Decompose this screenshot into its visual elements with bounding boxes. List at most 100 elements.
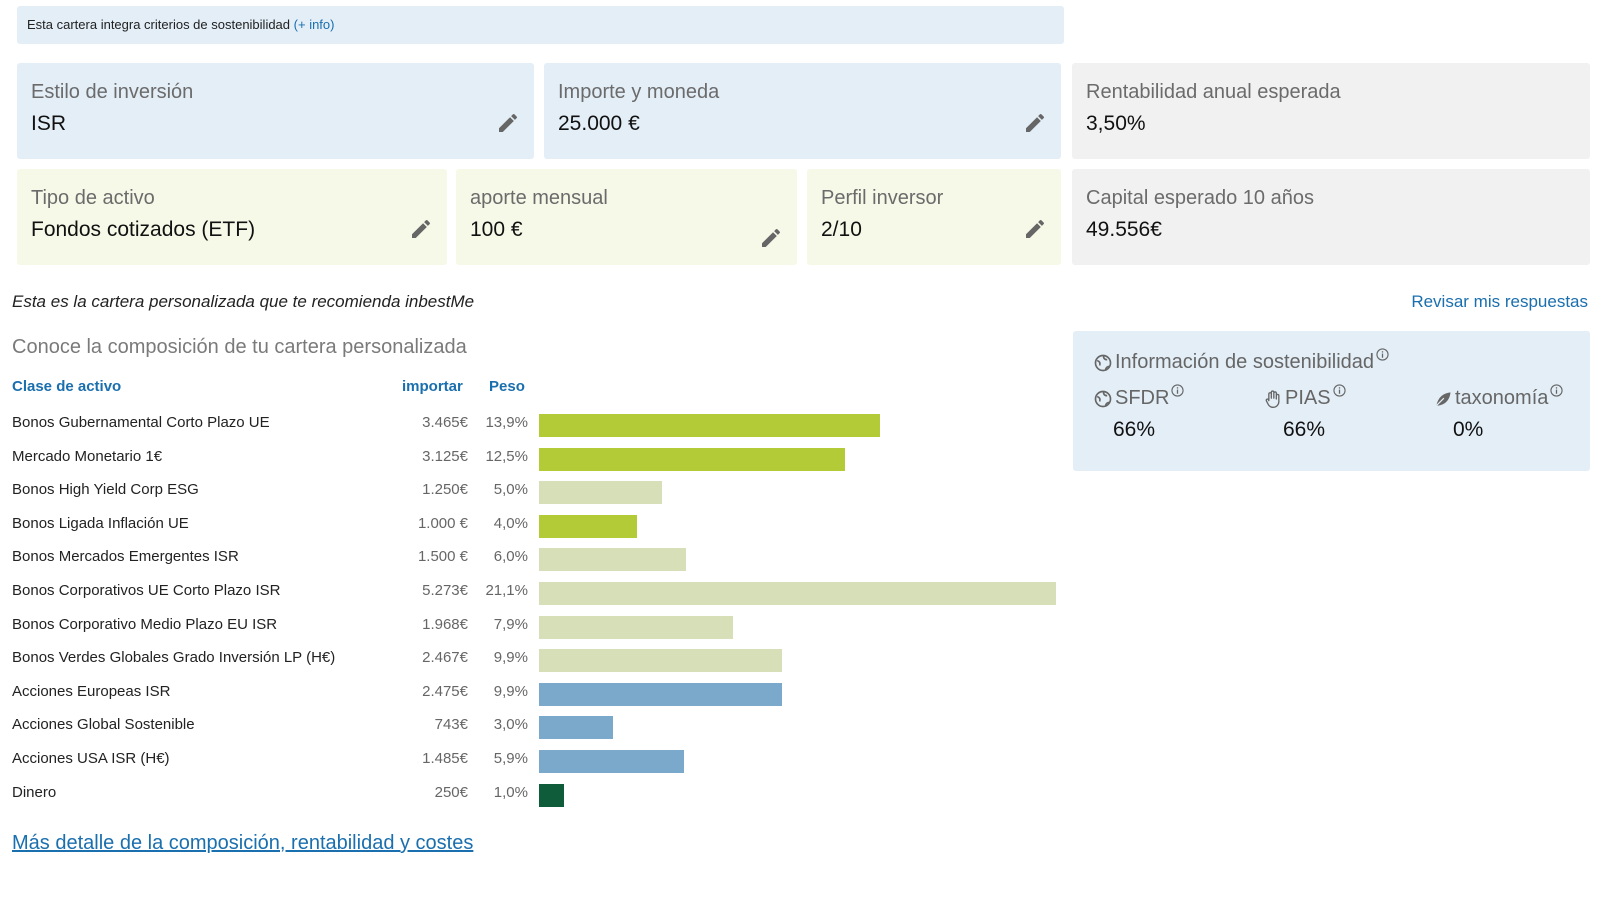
monthly-contribution-value: 100 € [470, 218, 523, 241]
asset-class-name: Bonos Mercados Emergentes ISR [12, 548, 239, 566]
table-row: Bonos Gubernamental Corto Plazo UE 3.465€… [0, 408, 1060, 441]
table-row: Dinero 250€ 1,0% [0, 778, 1060, 811]
edit-pencil-icon[interactable] [496, 111, 520, 135]
weight-bar [539, 750, 684, 773]
asset-weight: 9,9% [493, 649, 528, 667]
review-answers-link[interactable]: Revisar mis respuestas [1411, 292, 1588, 311]
expected-capital-value: 49.556€ [1086, 218, 1162, 241]
investor-profile-value: 2/10 [821, 218, 862, 241]
asset-weight: 12,5% [485, 447, 528, 465]
asset-amount: 1.968€ [422, 615, 468, 633]
asset-class-name: Acciones Europeas ISR [12, 682, 171, 700]
investor-profile-label: Perfil inversor [821, 187, 944, 209]
asset-amount: 2.475€ [422, 682, 468, 700]
info-icon[interactable] [1550, 384, 1564, 397]
sfdr-value: 66% [1113, 418, 1156, 441]
header-asset-class: Clase de activo [12, 378, 122, 395]
asset-class-name: Dinero [12, 783, 57, 801]
sfdr-label: SFDR [1115, 387, 1170, 409]
asset-class-name: Acciones Global Sostenible [12, 716, 195, 734]
weight-bar [539, 414, 880, 437]
monthly-contribution-label: aporte mensual [470, 187, 608, 209]
asset-type-label: Tipo de activo [31, 187, 155, 209]
amount-currency-value: 25.000 € [558, 112, 640, 135]
edit-pencil-icon[interactable] [759, 226, 783, 250]
asset-amount: 1.485€ [422, 750, 468, 767]
banner-text: Esta cartera integra criterios de sosten… [27, 17, 291, 32]
expected-return-label: Rentabilidad anual esperada [1086, 81, 1341, 103]
asset-amount: 3.465€ [422, 414, 468, 431]
investment-style-value: ISR [31, 112, 67, 135]
globe-icon [1093, 389, 1113, 409]
asset-amount: 1.000 € [417, 514, 468, 532]
asset-weight: 3,0% [493, 716, 528, 734]
portfolio-intro: Esta es la cartera personalizada que te … [12, 292, 475, 311]
weight-bar [539, 716, 613, 740]
table-row: Bonos Corporativo Medio Plazo EU ISR 1.96… [0, 610, 1060, 643]
asset-amount: 1.500 € [417, 548, 468, 566]
banner-info-link[interactable]: (+ info) [293, 17, 335, 32]
info-icon[interactable] [1376, 348, 1389, 361]
weight-bar [539, 649, 782, 673]
amount-currency-card[interactable]: Importe y moneda 25.000 € [544, 63, 1061, 159]
table-row: Bonos High Yield Corp ESG 1.250€ 5,0% [0, 475, 1060, 508]
asset-weight: 13,9% [485, 414, 528, 431]
investment-style-label: Estilo de inversión [31, 81, 194, 103]
table-row: Bonos Mercados Emergentes ISR 1.500 € 6,0% [0, 542, 1060, 575]
asset-class-name: Bonos Corporativos UE Corto Plazo ISR [12, 582, 281, 599]
investment-style-card[interactable]: Estilo de inversión ISR [17, 63, 534, 159]
pias-metric: PIAS 66% [1263, 384, 1346, 442]
leaf-icon [1433, 389, 1453, 409]
asset-amount: 1.250€ [422, 481, 468, 499]
asset-class-name: Bonos Corporativo Medio Plazo EU ISR [12, 615, 278, 633]
expected-capital-label: Capital esperado 10 años [1086, 187, 1314, 209]
expected-return-value: 3,50% [1086, 112, 1146, 135]
asset-weight: 4,0% [493, 514, 528, 532]
table-row: Acciones Europeas ISR 2.475€ 9,9% [0, 677, 1060, 710]
asset-weight: 5,0% [493, 481, 528, 499]
asset-weight: 6,0% [493, 548, 528, 566]
asset-amount: 5.273€ [422, 582, 468, 599]
weight-bar [539, 682, 782, 706]
asset-amount: 743€ [434, 716, 468, 734]
pias-label: PIAS [1285, 387, 1331, 409]
monthly-contribution-card[interactable]: aporte mensual 100 € [456, 169, 797, 265]
asset-amount: 2.467€ [422, 649, 468, 667]
table-row: Acciones USA ISR (H€) 1.485€ 5,9% [0, 744, 1060, 777]
header-amount: importar [402, 378, 463, 395]
asset-weight: 5,9% [493, 750, 528, 767]
weight-bar [539, 447, 845, 471]
asset-class-name: Bonos High Yield Corp ESG [12, 481, 199, 499]
asset-weight: 7,9% [493, 615, 528, 633]
edit-pencil-icon[interactable] [409, 217, 433, 241]
asset-weight: 9,9% [493, 682, 528, 700]
more-detail-link[interactable]: Más detalle de la composición, rentabili… [12, 832, 474, 854]
header-weight: Peso [489, 378, 525, 395]
table-row: Acciones Global Sostenible 743€ 3,0% [0, 710, 1060, 743]
taxonomy-value: 0% [1453, 418, 1484, 441]
info-icon[interactable] [1332, 384, 1346, 397]
asset-type-value: Fondos cotizados (ETF) [31, 218, 256, 241]
sustainability-title: Información de sostenibilidad [1093, 348, 1389, 374]
amount-currency-label: Importe y moneda [558, 81, 720, 103]
asset-class-name: Acciones USA ISR (H€) [12, 750, 170, 767]
investor-profile-card[interactable]: Perfil inversor 2/10 [807, 169, 1061, 265]
table-row: Bonos Verdes Globales Grado Inversión LP… [0, 643, 1060, 676]
globe-icon [1093, 353, 1113, 373]
taxonomy-label: taxonomía [1455, 387, 1549, 409]
weight-bar [539, 481, 662, 505]
taxonomy-metric: taxonomía 0% [1433, 384, 1564, 442]
asset-class-name: Bonos Verdes Globales Grado Inversión LP… [12, 649, 336, 667]
asset-type-card[interactable]: Tipo de activo Fondos cotizados (ETF) [17, 169, 447, 265]
asset-class-name: Bonos Ligada Inflación UE [12, 514, 189, 532]
weight-bar [539, 514, 637, 538]
table-row: Mercado Monetario 1€ 3.125€ 12,5% [0, 442, 1060, 475]
hand-icon [1263, 389, 1283, 409]
edit-pencil-icon[interactable] [1023, 111, 1047, 135]
sustainability-banner: Esta cartera integra criterios de sosten… [17, 6, 1064, 44]
info-icon[interactable] [1171, 384, 1185, 397]
asset-class-name: Bonos Gubernamental Corto Plazo UE [12, 414, 270, 431]
sustainability-panel: Información de sostenibilidad SFDR 66% P… [1073, 331, 1590, 471]
weight-bar [539, 582, 1056, 605]
edit-pencil-icon[interactable] [1023, 217, 1047, 241]
